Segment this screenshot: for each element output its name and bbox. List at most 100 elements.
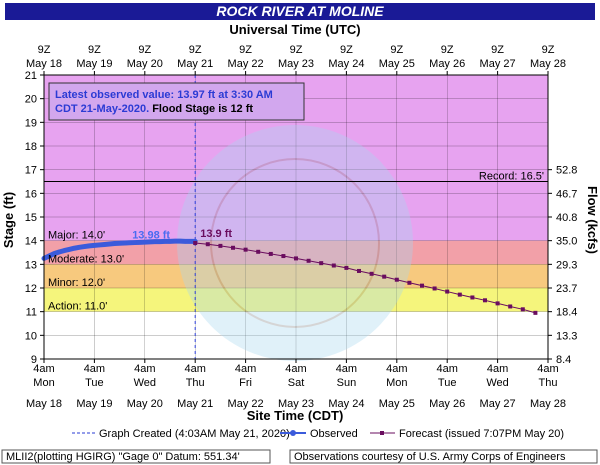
forecast-point [331,263,336,268]
forecast-point [205,242,210,247]
forecast-point [470,295,475,300]
zone-label-major: Major: 14.0' [48,230,105,242]
observed-point [177,238,183,244]
zone-label-minor: Minor: 12.0' [48,277,105,289]
forecast-point [218,243,223,248]
top-tick-date: May 23 [278,58,314,70]
observed-point [72,246,77,251]
observed-point [152,239,158,244]
observed-point [82,244,87,249]
forecast-point [445,289,450,294]
forecast-point [432,286,437,291]
top-axis-title: Universal Time (UTC) [229,22,360,37]
observed-point [77,245,82,250]
top-tick-date: May 28 [530,58,566,70]
left-tick-label: 9 [31,354,37,366]
bottom-axis-title: Site Time (CDT) [247,408,344,423]
observed-point [182,239,188,244]
forecast-line [195,242,536,314]
forecast-point [394,277,399,282]
bottom-tick-date: May 24 [328,398,364,410]
legend-observed-marker [290,430,296,436]
forecast-point [407,280,412,285]
bottom-tick-time: 4am [134,363,155,375]
top-tick-hour: 9Z [491,44,504,56]
forecast-point [369,271,374,276]
left-tick-label: 14 [25,236,37,248]
bottom-tick-time: 4am [336,363,357,375]
top-tick-hour: 9Z [441,44,454,56]
bottom-tick-day: Tue [85,377,104,389]
forecast-point [382,274,387,279]
forecast-point [457,292,462,297]
bottom-tick-time: 4am [235,363,256,375]
observed-point [87,243,92,249]
bottom-tick-time: 4am [84,363,105,375]
zone-label-action: Action: 11.0' [48,301,107,313]
bottom-tick-day: Mon [386,377,407,389]
right-tick-label: 29.3 [556,259,577,271]
legend-observed: Observed [310,428,358,440]
right-axis-title: Flow (kcfs) [585,186,600,254]
observed-point [97,242,102,248]
info-line-1: Latest observed value: 13.97 ft at 3:30 … [55,89,273,101]
forecast-point [294,256,298,261]
observed-point [112,241,117,246]
right-tick-label: 40.8 [556,212,577,224]
bottom-tick-time: 4am [184,363,205,375]
bottom-tick-time: 4am [436,363,457,375]
left-tick-label: 11 [26,307,37,319]
observed-point [122,240,127,246]
observed-point [167,239,173,244]
observed-point [107,241,112,247]
axes: 9 10 11 12 13 14 15 16 17 18 19 20 21 8.4 13.3 18.4 23.7… [25,44,578,410]
top-tick-hour: 9Z [189,44,202,56]
bottom-tick-date: May 21 [177,398,213,410]
forecast-series [193,241,538,315]
top-tick-date: May 22 [228,58,264,70]
footer-left: MLII2(plotting HGIRG) "Gage 0" Datum: 55… [6,451,240,463]
left-tick-label: 15 [25,212,37,224]
bottom-tick-date: May 20 [127,398,163,410]
forecast-point [306,258,311,263]
legend-forecast-marker [380,431,384,435]
forecast-point [281,254,286,259]
top-tick-date: May 26 [429,58,465,70]
legend-created: Graph Created (4:03AM May 21, 2020) [99,428,290,440]
forecast-point [344,265,349,270]
right-tick-label: 13.3 [556,330,577,342]
bottom-tick-day: Thu [186,377,205,389]
left-tick-label: 12 [25,283,37,295]
observed-point [102,242,107,247]
bottom-tick-date: May 25 [379,398,415,410]
bottom-tick-day: Sun [337,377,357,389]
observed-point [147,239,153,245]
forecast-point [357,268,361,273]
footer-right: Observations courtesy of U.S. Army Corps… [294,451,566,463]
forecast-point [243,247,248,252]
observed-point [157,239,163,244]
right-tick-label: 35.0 [556,236,577,248]
top-tick-hour: 9Z [239,44,252,56]
left-tick-label: 10 [25,330,37,342]
observed-point [127,240,132,245]
info-line-2-flood: Flood Stage is 12 ft [149,103,253,115]
record-label: Record: 16.5' [479,171,544,183]
top-tick-date: May 27 [480,58,516,70]
footer-right-box [289,449,598,464]
bottom-tick-time: 4am [33,363,54,375]
right-tick-label: 46.7 [556,188,577,200]
top-tick-date: May 19 [76,58,112,70]
legend-forecast: Forecast (issued 7:07PM May 20) [399,428,564,440]
left-tick-label: 13 [25,259,37,271]
forecast-point [533,310,538,315]
right-tick-label: 52.8 [556,165,577,177]
observed-point [51,251,57,256]
chart-title: ROCK RIVER AT MOLINE [5,3,595,20]
top-tick-date: May 18 [26,58,62,70]
bottom-tick-date: May 19 [76,398,112,410]
forecast-point [256,249,261,254]
observed-point [187,239,193,244]
top-tick-hour: 9Z [542,44,555,56]
